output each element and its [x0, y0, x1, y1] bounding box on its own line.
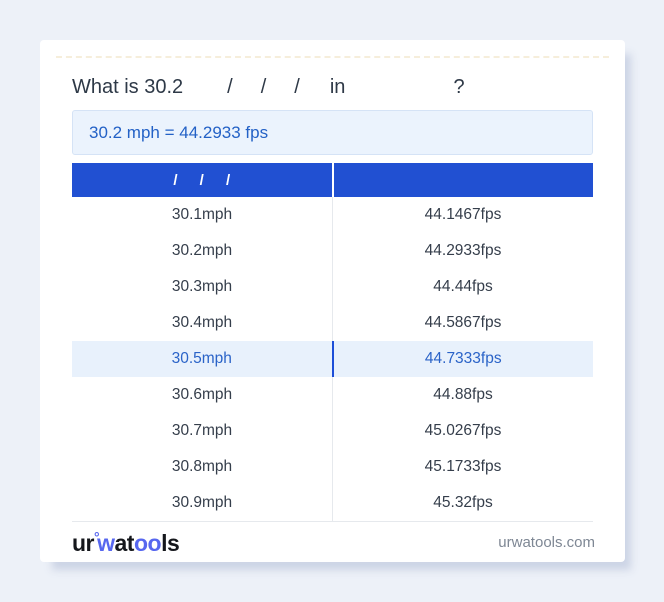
cell-fps[interactable]: 45.1733fps [424, 458, 502, 475]
title-question-mark: ? [453, 76, 465, 98]
table-row[interactable]: 30.1mph 44.1467fps [72, 197, 593, 233]
table-row[interactable]: 30.6mph 44.88fps [72, 377, 593, 413]
logo-part-ur: ur [72, 529, 95, 556]
table-row-highlighted[interactable]: 30.5mph 44.7333fps [72, 341, 593, 377]
title-unit-slash-2: / [260, 76, 267, 98]
conversion-result-box: 30.2 mph = 44.2933 fps [72, 110, 593, 155]
table-body: 30.1mph 44.1467fps 30.2mph 44.2933fps 30… [72, 197, 593, 522]
cell-mph[interactable]: 30.8mph [72, 449, 333, 485]
table-header-from-unit: / / / [72, 163, 332, 197]
logo-part-at: at [114, 529, 135, 556]
cell-fps[interactable]: 44.5867fps [424, 314, 502, 331]
title-prefix: What is 30.2 [72, 76, 184, 98]
logo-degree-mark: ° [94, 528, 100, 545]
table-header-to-unit [333, 163, 593, 197]
cell-fps[interactable]: 44.1467fps [424, 206, 502, 223]
card-footer: ur°watools urwatools.com [40, 522, 625, 562]
table-row[interactable]: 30.7mph 45.0267fps [72, 413, 593, 449]
cell-mph[interactable]: 30.1mph [72, 197, 333, 233]
table-header-row: / / / [72, 163, 593, 197]
table-row[interactable]: 30.8mph 45.1733fps [72, 449, 593, 485]
site-domain-text: urwatools.com [498, 533, 595, 551]
conversion-table: / / / 30.1mph 44.1467fps 30.2mph 44.2933… [72, 163, 593, 522]
logo-part-ls: ls [161, 529, 180, 556]
conversion-result-text: 30.2 mph = 44.2933 fps [89, 122, 269, 142]
title-unit-slash-1: / [227, 76, 233, 98]
title-unit-slash-3: / [294, 76, 300, 98]
converter-card: What is 30.2 / / / in? 30.2 mph = 44.2933 fp… [40, 40, 625, 562]
page-title: What is 30.2 / / / in? [72, 70, 593, 104]
cell-mph[interactable]: 30.6mph [72, 377, 333, 413]
logo-part-w: w [97, 529, 115, 556]
cell-mph[interactable]: 30.4mph [72, 305, 333, 341]
title-connector: in [329, 76, 346, 98]
urwatools-logo[interactable]: ur°watools [72, 528, 180, 556]
cell-mph[interactable]: 30.2mph [72, 233, 333, 269]
ad-placeholder-divider [56, 56, 609, 58]
cell-mph[interactable]: 30.9mph [72, 485, 333, 521]
table-row[interactable]: 30.3mph 44.44fps [72, 269, 593, 305]
cell-mph[interactable]: 30.5mph [72, 341, 334, 377]
table-row[interactable]: 30.2mph 44.2933fps [72, 233, 593, 269]
cell-fps[interactable]: 44.2933fps [424, 242, 502, 259]
cell-fps[interactable]: 45.0267fps [424, 422, 502, 439]
cell-fps[interactable]: 44.7333fps [424, 350, 502, 367]
cell-mph[interactable]: 30.3mph [72, 269, 333, 305]
table-row[interactable]: 30.4mph 44.5867fps [72, 305, 593, 341]
table-row[interactable]: 30.9mph 45.32fps [72, 485, 593, 521]
cell-fps[interactable]: 44.88fps [433, 386, 493, 403]
cell-fps[interactable]: 44.44fps [433, 278, 493, 295]
cell-mph[interactable]: 30.7mph [72, 413, 333, 449]
logo-part-oo: oo [133, 529, 162, 556]
cell-fps[interactable]: 45.32fps [433, 494, 493, 511]
